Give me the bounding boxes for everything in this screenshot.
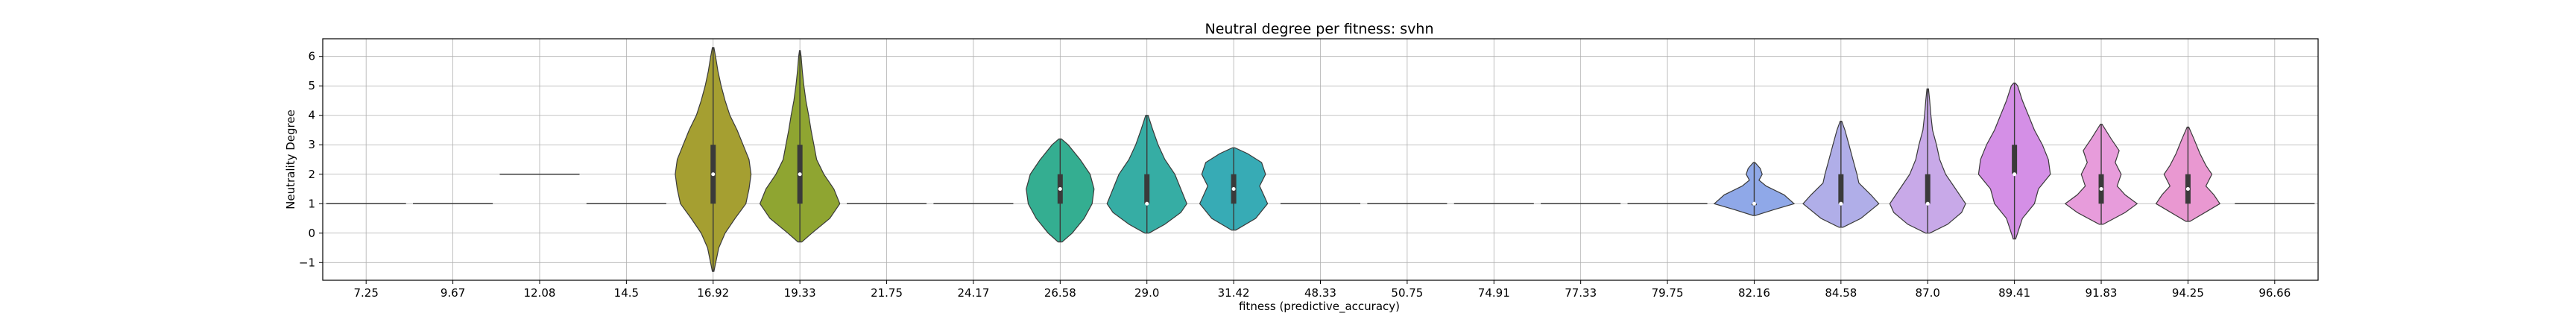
violin-median-5 [798, 172, 802, 177]
violin-median-16 [1752, 201, 1756, 206]
x-tick-label: 82.16 [1738, 286, 1770, 300]
violin-iqr-17 [1838, 174, 1844, 204]
violins-group [326, 47, 2315, 272]
y-tick-label: 3 [308, 138, 315, 151]
violin-median-21 [2185, 187, 2190, 192]
x-tick-label: 7.25 [353, 286, 378, 300]
violin-median-20 [2099, 187, 2103, 192]
x-tick-label: 89.41 [1998, 286, 2030, 300]
x-tick-label: 26.58 [1044, 286, 1076, 300]
x-tick-label: 91.83 [2086, 286, 2118, 300]
x-tick-label: 84.58 [1825, 286, 1857, 300]
x-tick-label: 29.0 [1134, 286, 1159, 300]
x-tick-label: 79.75 [1652, 286, 1684, 300]
y-tick-label: 4 [308, 109, 315, 122]
x-tick-label: 12.08 [524, 286, 556, 300]
violin-iqr-19 [2012, 145, 2018, 174]
x-tick-label: 14.5 [614, 286, 639, 300]
y-axis-label: Neutrality Degree [284, 110, 297, 209]
x-tick-label: 21.75 [871, 286, 903, 300]
x-tick-label: 94.25 [2172, 286, 2204, 300]
y-tick-label: 1 [308, 197, 315, 210]
y-tick-label: 2 [308, 168, 315, 181]
violin-median-9 [1145, 201, 1149, 206]
violin-iqr-9 [1144, 174, 1150, 204]
violin-iqr-18 [1925, 174, 1931, 204]
violin-median-18 [1925, 201, 1930, 206]
x-tick-label: 96.66 [2258, 286, 2291, 300]
violin-median-10 [1231, 187, 1236, 192]
x-tick-label: 24.17 [957, 286, 989, 300]
y-tick-label: −1 [299, 256, 315, 269]
x-tick-label: 16.92 [697, 286, 729, 300]
violin-median-4 [711, 172, 716, 177]
x-tick-label: 74.91 [1478, 286, 1510, 300]
violin-median-17 [1839, 201, 1843, 206]
y-tick-label: 6 [308, 50, 315, 63]
y-axis: −1 0 1 2 3 4 5 6 [299, 50, 323, 269]
x-tick-label: 19.33 [784, 286, 816, 300]
x-tick-label: 9.67 [441, 286, 465, 300]
violin-median-8 [1058, 187, 1062, 192]
x-tick-label: 31.42 [1218, 286, 1250, 300]
x-axis: 7.25 9.67 12.08 14.5 16.92 19.33 21.75 24.17 26.… [353, 280, 2291, 300]
x-tick-label: 50.75 [1391, 286, 1423, 300]
x-axis-label: fitness (predictive_accuracy) [1239, 300, 1400, 314]
x-tick-label: 48.33 [1304, 286, 1336, 300]
violin-median-19 [2012, 172, 2017, 177]
y-tick-label: 0 [308, 227, 315, 240]
y-tick-label: 5 [308, 79, 315, 92]
chart-title: Neutral degree per fitness: svhn [1205, 21, 1433, 37]
x-tick-label: 87.0 [1916, 286, 1940, 300]
x-tick-label: 77.33 [1565, 286, 1597, 300]
